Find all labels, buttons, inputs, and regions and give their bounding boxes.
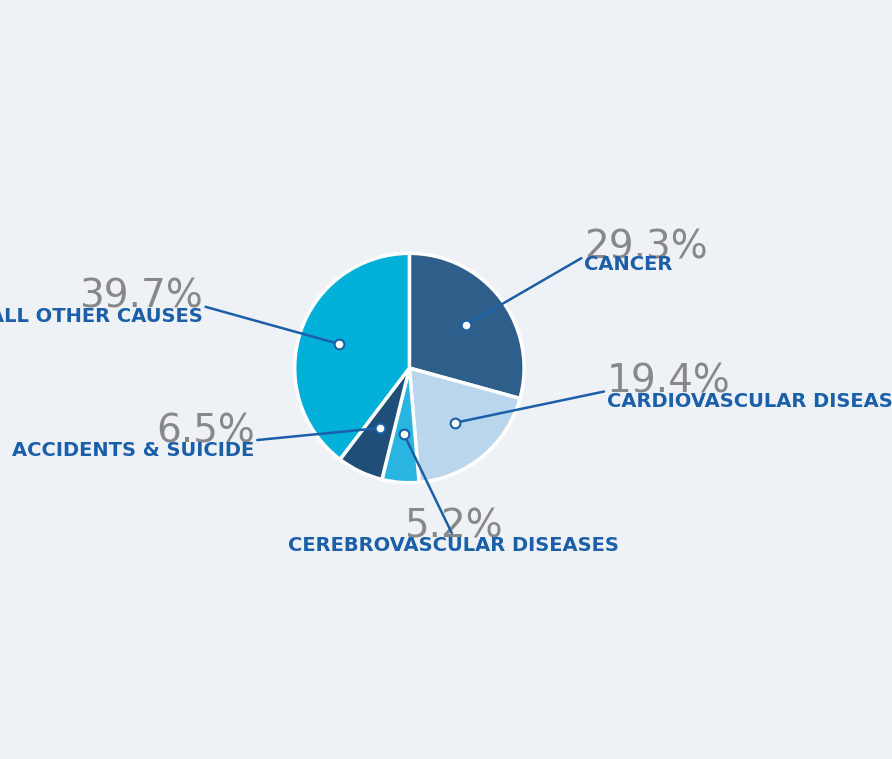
Text: ALL OTHER CAUSES: ALL OTHER CAUSES <box>0 307 202 326</box>
Wedge shape <box>409 368 520 482</box>
Text: ACCIDENTS & SUICIDE: ACCIDENTS & SUICIDE <box>12 441 254 460</box>
Text: 29.3%: 29.3% <box>583 228 707 266</box>
Wedge shape <box>382 368 419 483</box>
Text: CEREBROVASCULAR DISEASES: CEREBROVASCULAR DISEASES <box>287 537 618 556</box>
Text: 39.7%: 39.7% <box>79 278 202 316</box>
Text: 19.4%: 19.4% <box>607 363 731 401</box>
Text: 6.5%: 6.5% <box>156 412 254 450</box>
Wedge shape <box>340 368 409 480</box>
Wedge shape <box>294 254 409 459</box>
Text: CARDIOVASCULAR DISEASE: CARDIOVASCULAR DISEASE <box>607 392 892 411</box>
Text: CANCER: CANCER <box>583 255 672 274</box>
Wedge shape <box>409 254 524 398</box>
Text: 5.2%: 5.2% <box>404 507 502 545</box>
